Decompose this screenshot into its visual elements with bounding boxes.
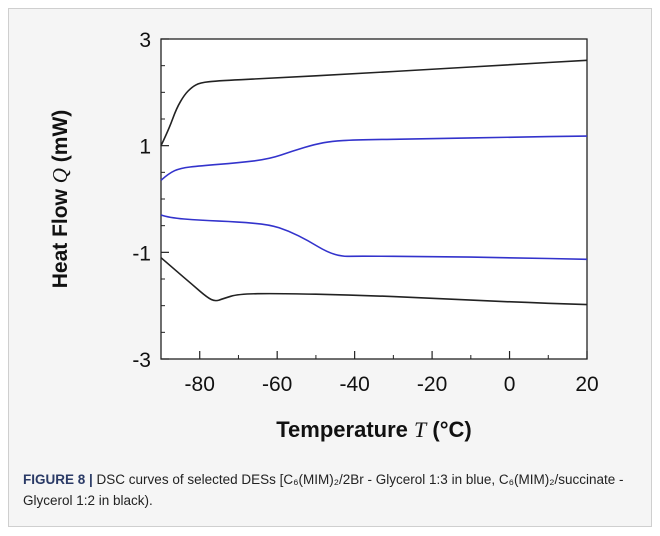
y-tick-label: 1: [139, 136, 151, 159]
x-axis-label-main: Temperature: [276, 417, 408, 442]
y-tick-label: -1: [132, 242, 151, 265]
x-tick-label: 0: [504, 373, 516, 396]
series-line: [160, 214, 588, 261]
x-axis-label-unit: (°C): [432, 417, 471, 442]
figure-caption-text: DSC curves of selected DESs [C₆(MIM)₂/2B…: [23, 472, 624, 508]
y-tick-label: 3: [139, 29, 151, 52]
y-axis-label: Heat Flow Q (mW): [48, 110, 72, 289]
series-group: [160, 59, 588, 306]
y-axis-label-unit: (mW): [49, 110, 72, 162]
x-tick-label: -40: [339, 373, 369, 396]
y-axis-ticks: -3 -1 1 3: [132, 29, 169, 372]
x-axis-ticks: -80 -60 -40 -20 0 20: [160, 351, 599, 396]
x-tick-label: -20: [417, 373, 447, 396]
y-axis-label-main: Heat Flow: [49, 188, 72, 288]
x-axis-label-symbol: T: [414, 417, 428, 442]
y-axis-label-symbol: Q: [48, 168, 72, 183]
figure-caption: FIGURE 8 | DSC curves of selected DESs […: [23, 469, 647, 511]
series-line: [160, 257, 588, 306]
figure-caption-label: FIGURE 8 |: [23, 472, 93, 487]
x-axis-label: Temperature T (°C): [276, 417, 471, 442]
x-tick-label: -80: [185, 373, 215, 396]
x-tick-label: -60: [262, 373, 292, 396]
figure-panel: -3 -1 1 3 -80 -60 -40 -20 0 20 Heat Flow Q (mW) …: [8, 8, 652, 527]
y-tick-label: -3: [132, 349, 151, 372]
dsc-chart: -3-113 -80 -60 -40 -20 0 20 Heat Flow Q (mW) …: [48, 29, 599, 442]
series-line: [160, 135, 588, 181]
series-line: [160, 59, 588, 147]
plot-area-frame: [160, 38, 588, 360]
x-tick-label: 20: [575, 373, 598, 396]
